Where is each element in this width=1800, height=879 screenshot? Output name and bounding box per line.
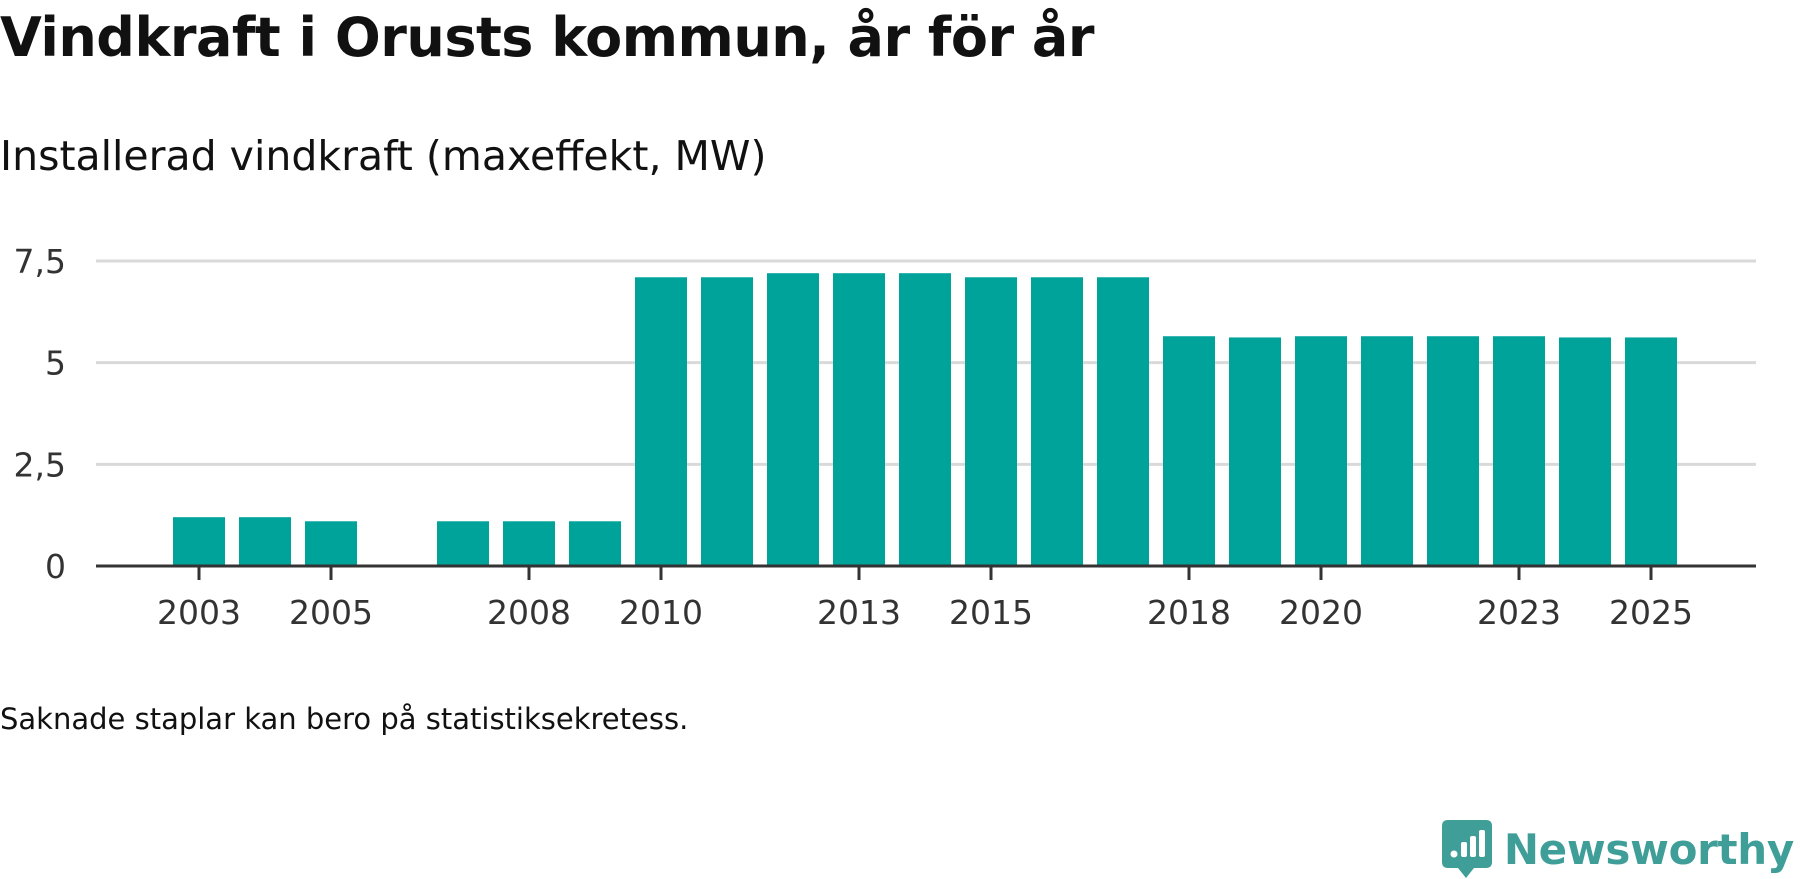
x-tick-label: 2003 — [157, 593, 241, 632]
bar-2024 — [1559, 337, 1611, 566]
bar-2025 — [1625, 337, 1677, 566]
bar-2015 — [965, 277, 1017, 566]
x-axis: 2003 2005 2008 2010 2013 2015 2018 2020 2023 2025 — [96, 564, 1756, 632]
bar-2017 — [1097, 277, 1149, 566]
newsworthy-logo-icon — [1441, 820, 1492, 878]
bar-2018 — [1163, 336, 1215, 566]
chart-subtitle: Installerad vindkraft (maxeffekt, MW) — [0, 132, 767, 180]
bar-2007 — [437, 521, 489, 566]
bar-2021 — [1361, 336, 1413, 566]
bar-2003 — [173, 517, 225, 566]
bar-2005 — [305, 521, 357, 566]
bar-2023 — [1493, 336, 1545, 566]
y-tick-label: 5 — [45, 344, 66, 383]
bar-2011 — [701, 277, 753, 566]
bar-2022 — [1427, 336, 1479, 566]
y-axis: 0 2,5 5 7,5 — [14, 242, 66, 586]
chart-title: Vindkraft i Orusts kommun, år för år — [0, 6, 1094, 69]
bar-2020 — [1295, 336, 1347, 566]
bar-2004 — [239, 517, 291, 566]
bar-2013 — [833, 273, 885, 566]
x-tick-label: 2008 — [487, 593, 571, 632]
brand-logo: Newsworthy — [1441, 820, 1794, 878]
x-tick-label: 2015 — [949, 593, 1033, 632]
bar-2012 — [767, 273, 819, 566]
bar-2008 — [503, 521, 555, 566]
x-tick-label: 2010 — [619, 593, 703, 632]
x-tick-label: 2005 — [289, 593, 373, 632]
footnote: Saknade staplar kan bero på statistiksek… — [0, 702, 689, 736]
bar-2016 — [1031, 277, 1083, 566]
bar-2010 — [635, 277, 687, 566]
y-tick-label: 2,5 — [14, 445, 66, 484]
x-tick-label: 2023 — [1477, 593, 1561, 632]
x-tick-label: 2020 — [1279, 593, 1363, 632]
y-tick-label: 0 — [45, 547, 66, 586]
x-tick-label: 2025 — [1609, 593, 1693, 632]
brand-name: Newsworthy — [1503, 824, 1794, 874]
bar-2019 — [1229, 337, 1281, 566]
y-tick-label: 7,5 — [14, 242, 66, 281]
bar-series — [173, 273, 1677, 566]
bar-2009 — [569, 521, 621, 566]
bar-2014 — [899, 273, 951, 566]
x-tick-label: 2018 — [1147, 593, 1231, 632]
x-tick-label: 2013 — [817, 593, 901, 632]
